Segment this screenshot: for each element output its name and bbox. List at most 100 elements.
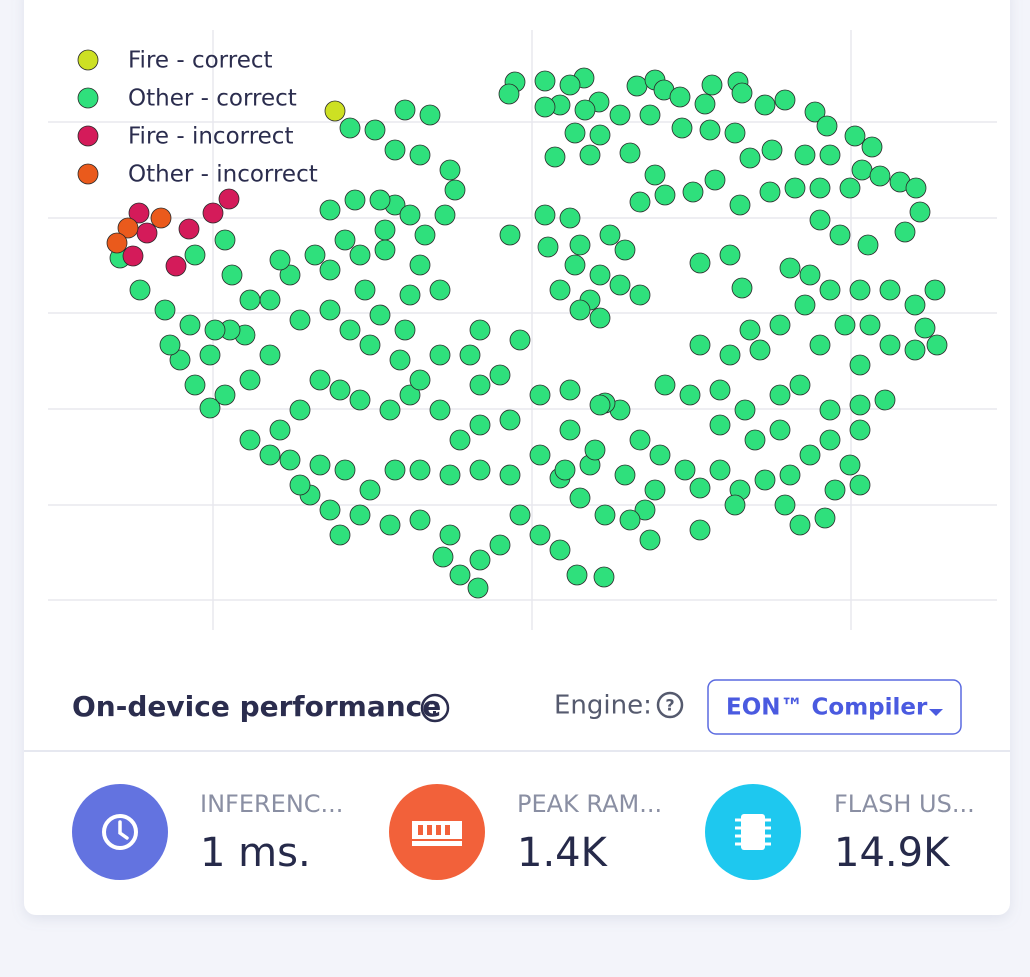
point: [469, 374, 491, 396]
point: [829, 224, 851, 246]
point: [814, 507, 836, 529]
point: [669, 86, 691, 108]
point: [429, 344, 451, 366]
metric-value: 1.4K: [517, 830, 609, 876]
point: [779, 464, 801, 486]
point: [509, 329, 531, 351]
point: [574, 99, 596, 121]
point: [905, 177, 927, 199]
point: [409, 254, 431, 276]
point: [819, 429, 841, 451]
point: [851, 159, 873, 181]
point: [629, 191, 651, 213]
point: [354, 279, 376, 301]
point: [429, 279, 451, 301]
point: [824, 479, 846, 501]
point: [794, 144, 816, 166]
point: [389, 349, 411, 371]
point: [614, 464, 636, 486]
point: [694, 93, 716, 115]
point: [349, 504, 371, 526]
help-icon[interactable]: ?: [420, 693, 450, 723]
point: [344, 189, 366, 211]
point: [724, 122, 746, 144]
point: [319, 259, 341, 281]
point: [204, 319, 226, 341]
point: [469, 459, 491, 481]
point: [432, 546, 454, 568]
point: [639, 529, 661, 551]
point: [739, 147, 761, 169]
point: [849, 354, 871, 376]
point: [329, 379, 351, 401]
point: [409, 509, 431, 531]
point: [394, 99, 416, 121]
point: [559, 419, 581, 441]
point: [184, 374, 206, 396]
point: [594, 504, 616, 526]
point: [394, 319, 416, 341]
metric: INFERENC... 1 ms.: [72, 784, 343, 880]
point: [744, 429, 766, 451]
legend-label: Other - correct: [128, 86, 297, 112]
point: [719, 244, 741, 266]
point: [849, 279, 871, 301]
engine-dropdown[interactable]: EON™ Compiler: [707, 679, 962, 735]
point: [129, 279, 151, 301]
point: [150, 207, 172, 229]
point: [199, 344, 221, 366]
point: [914, 317, 936, 339]
point: [799, 264, 821, 286]
point: [589, 124, 611, 146]
point: [444, 179, 466, 201]
engine-label: Engine:: [554, 691, 652, 721]
point: [489, 534, 511, 556]
point: [179, 314, 201, 336]
point: [199, 397, 221, 419]
point: [409, 144, 431, 166]
point: [202, 202, 224, 224]
point: [399, 204, 421, 226]
point: [774, 89, 796, 111]
point: [926, 334, 948, 356]
point: [136, 222, 158, 244]
point: [849, 394, 871, 416]
point: [529, 444, 551, 466]
point: [309, 454, 331, 476]
point: [894, 221, 916, 243]
point: [809, 209, 831, 231]
point: [334, 229, 356, 251]
metric-value: 14.9K: [834, 830, 951, 876]
point: [679, 384, 701, 406]
point: [569, 234, 591, 256]
point: [499, 224, 521, 246]
point: [804, 101, 826, 123]
point: [439, 464, 461, 486]
engine-value[interactable]: EON™ Compiler: [726, 695, 928, 721]
point: [709, 414, 731, 436]
point: [239, 429, 261, 451]
point: [419, 104, 441, 126]
point: [259, 344, 281, 366]
point: [319, 199, 341, 221]
help-icon[interactable]: ?: [656, 691, 684, 719]
point: [117, 217, 139, 239]
point: [169, 349, 191, 371]
point: [559, 74, 581, 96]
point: [619, 509, 641, 531]
point: [816, 115, 838, 137]
point: [374, 219, 396, 241]
point: [639, 104, 661, 126]
point: [593, 566, 615, 588]
point: [339, 319, 361, 341]
point: [754, 469, 776, 491]
point: [614, 239, 636, 261]
point: [184, 244, 206, 266]
point: [122, 245, 144, 267]
point: [689, 477, 711, 499]
point: [619, 142, 641, 164]
point: [529, 524, 551, 546]
point: [749, 339, 771, 361]
point: [774, 494, 796, 516]
